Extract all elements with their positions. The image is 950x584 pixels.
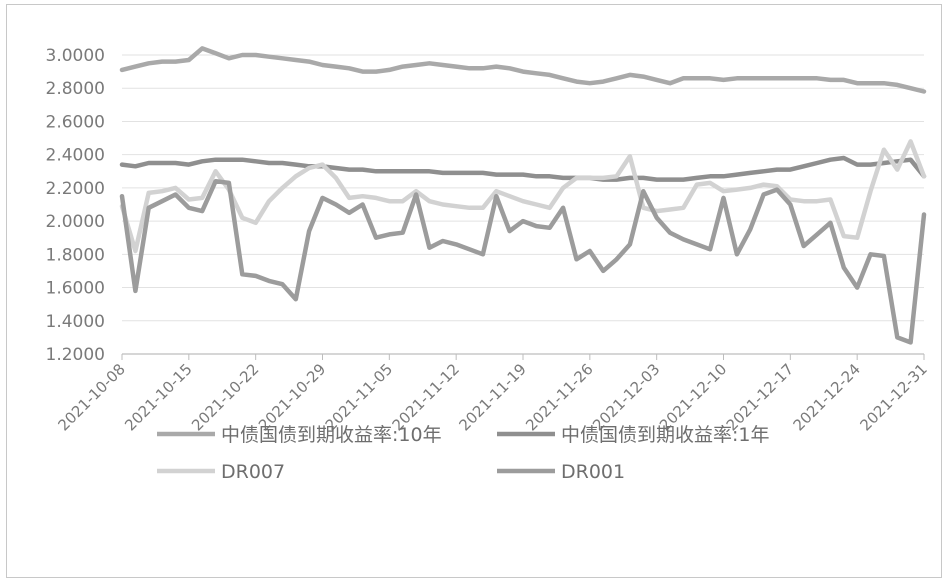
y-tick-label: 2.0000: [46, 212, 105, 232]
y-tick-label: 1.2000: [46, 345, 105, 365]
y-tick-label: 1.8000: [46, 245, 105, 265]
x-tick-label: 2021-10-15: [121, 360, 195, 434]
legend-label: 中债国债到期收益率:10年: [221, 424, 442, 446]
x-axis-ticks: 2021-10-082021-10-152021-10-222021-10-29…: [54, 354, 931, 434]
series-line-2: [119, 139, 927, 254]
legend-label: DR007: [221, 461, 285, 483]
y-tick-label: 2.6000: [46, 112, 105, 132]
x-tick-label: 2021-12-31: [856, 360, 930, 434]
series-line-0: [119, 46, 927, 94]
y-tick-label: 1.6000: [46, 279, 105, 299]
legend-label: 中债国债到期收益率:1年: [561, 424, 770, 446]
legend: 中债国债到期收益率:10年 中债国债到期收益率:1年 DR007 DR001: [157, 424, 770, 483]
y-tick-label: 1.4000: [46, 312, 105, 332]
legend-label: DR001: [561, 461, 625, 483]
x-tick-label: 2021-12-24: [790, 360, 864, 434]
series-line-3: [119, 178, 927, 345]
gridlines: [122, 54, 924, 322]
y-tick-label: 2.8000: [46, 79, 105, 99]
y-tick-label: 2.2000: [46, 179, 105, 199]
series-lines: [119, 46, 927, 345]
line-chart: 3.0000 2.8000 2.6000 2.4000 2.2000 2.0000 1.80…: [46, 46, 931, 483]
chart-frame: 3.0000 2.8000 2.6000 2.4000 2.2000 2.0000 1.80…: [6, 4, 942, 578]
y-tick-label: 3.0000: [46, 46, 105, 66]
x-tick-label: 2021-10-08: [54, 360, 128, 434]
y-axis-ticks: 3.0000 2.8000 2.6000 2.4000 2.2000 2.0000 1.80…: [46, 46, 105, 365]
series-line-1: [119, 155, 927, 182]
x-tick-label: 2021-11-19: [455, 360, 529, 434]
y-tick-label: 2.4000: [46, 146, 105, 166]
